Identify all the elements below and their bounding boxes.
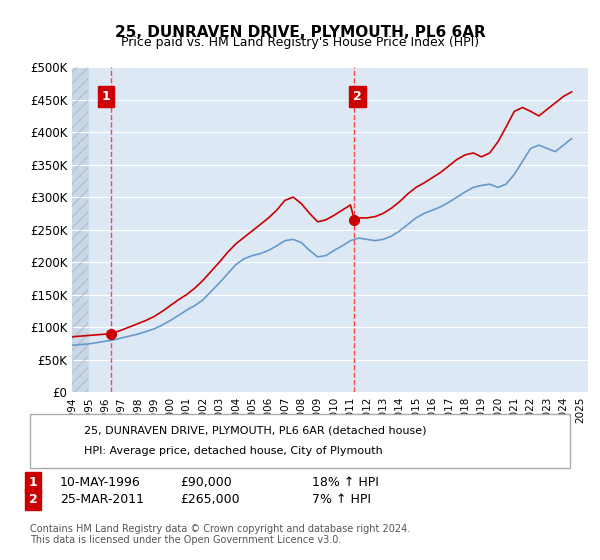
- Text: 25-MAR-2011: 25-MAR-2011: [60, 493, 144, 506]
- Text: £90,000: £90,000: [180, 476, 232, 489]
- Text: 2: 2: [29, 493, 37, 506]
- Text: 1: 1: [29, 476, 37, 489]
- Text: Price paid vs. HM Land Registry's House Price Index (HPI): Price paid vs. HM Land Registry's House …: [121, 36, 479, 49]
- Text: 25, DUNRAVEN DRIVE, PLYMOUTH, PL6 6AR (detached house): 25, DUNRAVEN DRIVE, PLYMOUTH, PL6 6AR (d…: [84, 425, 427, 435]
- Text: Contains HM Land Registry data © Crown copyright and database right 2024.
This d: Contains HM Land Registry data © Crown c…: [30, 524, 410, 545]
- Text: HPI: Average price, detached house, City of Plymouth: HPI: Average price, detached house, City…: [84, 446, 383, 456]
- Text: 7% ↑ HPI: 7% ↑ HPI: [312, 493, 371, 506]
- Bar: [72, 67, 88, 392]
- Text: 25, DUNRAVEN DRIVE, PLYMOUTH, PL6 6AR: 25, DUNRAVEN DRIVE, PLYMOUTH, PL6 6AR: [115, 25, 485, 40]
- Text: 10-MAY-1996: 10-MAY-1996: [60, 476, 141, 489]
- Text: 2: 2: [353, 90, 362, 103]
- Bar: [72, 67, 88, 392]
- Text: 18% ↑ HPI: 18% ↑ HPI: [312, 476, 379, 489]
- Text: 1: 1: [101, 90, 110, 103]
- Text: £265,000: £265,000: [180, 493, 239, 506]
